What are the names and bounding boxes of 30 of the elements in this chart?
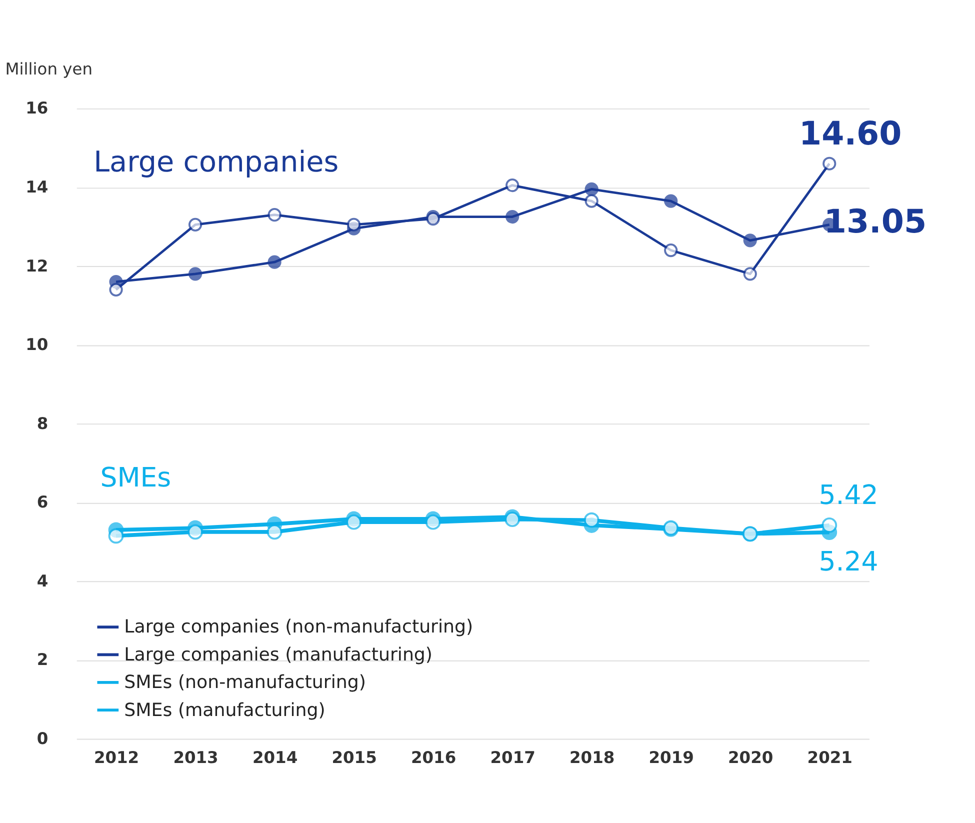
x-tick-label: 2018 xyxy=(569,748,615,768)
x-tick-label: 2020 xyxy=(728,748,774,768)
y-axis-title: Million yen xyxy=(5,60,92,79)
y-tick-label: 6 xyxy=(36,492,48,512)
y-tick-label: 8 xyxy=(36,414,48,433)
y-tick-label: 0 xyxy=(36,728,48,748)
x-tick-label: 2012 xyxy=(94,748,140,768)
data-label: 5.24 xyxy=(818,546,878,578)
x-tick-label: 2013 xyxy=(173,748,218,768)
x-tick-label: 2014 xyxy=(252,748,298,768)
data-label: 5.42 xyxy=(818,480,878,512)
x-tick-label: 2016 xyxy=(410,748,456,768)
y-tick-label: 14 xyxy=(26,178,48,197)
annotation: SMEs xyxy=(100,462,172,494)
legend-label: Large companies (manufacturing) xyxy=(124,644,433,666)
legend-label: SMEs (manufacturing) xyxy=(124,700,326,721)
y-tick-label: 10 xyxy=(26,335,48,354)
legend-label: SMEs (non-manufacturing) xyxy=(124,672,366,694)
annotation: Large companies xyxy=(94,144,339,178)
y-tick-label: 16 xyxy=(26,98,48,118)
legend-label: Large companies (non-manufacturing) xyxy=(124,616,474,638)
y-tick-label: 12 xyxy=(26,256,48,276)
x-tick-label: 2019 xyxy=(648,748,694,768)
x-tick-label: 2015 xyxy=(332,748,377,768)
x-tick-label: 2017 xyxy=(490,748,536,768)
y-tick-label: 2 xyxy=(36,650,48,670)
data-label: 14.60 xyxy=(799,114,902,153)
y-tick-label: 4 xyxy=(36,571,48,590)
data-label: 13.05 xyxy=(824,202,927,240)
x-tick-label: 2021 xyxy=(807,748,852,768)
